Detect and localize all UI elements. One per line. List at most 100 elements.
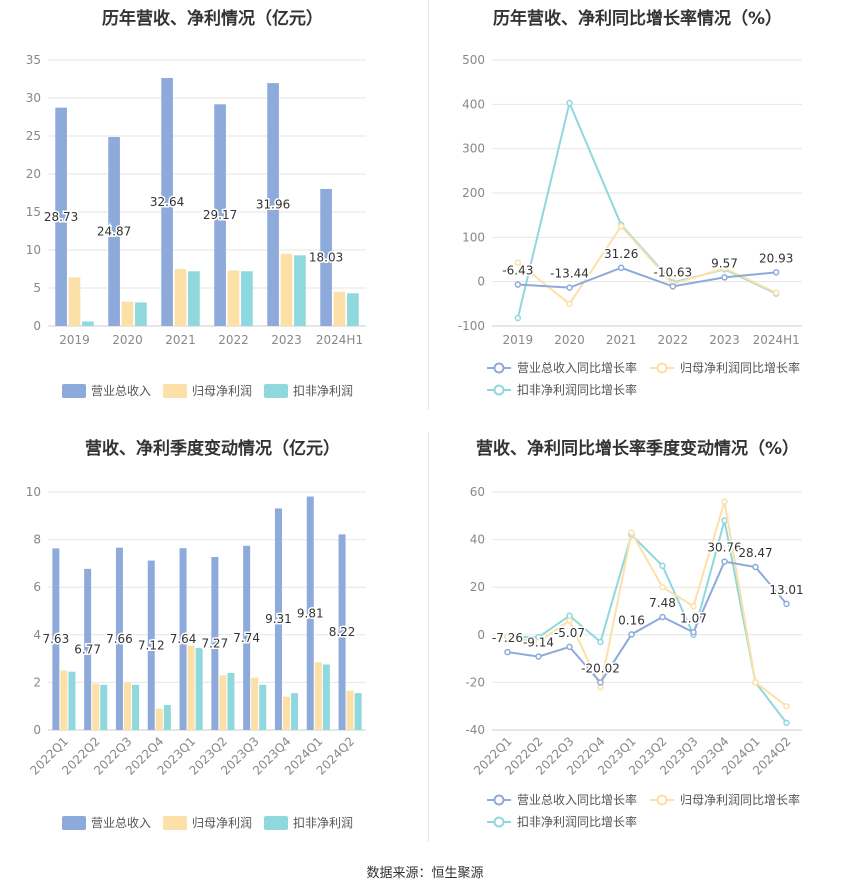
y-tick-label: 20 [470,580,485,594]
data-label: 9.81 [297,606,324,620]
data-point [752,679,759,686]
data-label: 7.12 [138,638,165,652]
data-point [617,223,625,230]
data-point [504,648,511,656]
bar [251,677,259,730]
divider-top [428,0,429,410]
data-label: 29.17 [203,208,237,222]
y-tick-label: 4 [33,628,41,642]
bar [227,672,235,730]
bar [163,705,171,730]
bar [55,107,67,326]
chart-title: 营收、净利同比增长率季度变动情况（%） [475,439,800,459]
series-line [507,560,788,685]
bar [115,547,123,730]
annual-growth-chart: -100 0 100 200 300 400 500 2019 2020 2021 2022 2023… [458,53,802,397]
bar [283,696,290,730]
y-tick-label: 60 [470,485,485,499]
y-tick-label: 15 [26,205,41,219]
chart-panel-quarterly-growth: 营收、净利同比增长率季度变动情况（%） -40 -20 0 20 40 60 2022Q1 2… [425,432,850,842]
data-point [566,617,573,624]
data-label: 7.64 [170,632,197,646]
data-label: 7.66 [106,632,133,646]
chart-panel-annual-revenue: 历年营收、净利情况（亿元） 0 5 10 15 20 25 30 35 2019 2020 2021… [0,0,425,410]
legend-marker [62,384,86,398]
bar [68,277,81,326]
y-tick-label: 6 [33,580,41,594]
legend-label: 归母净利润 [192,816,252,830]
data-point [659,613,666,621]
y-tick-label: 20 [26,167,41,181]
data-label: -13.44 [550,267,589,281]
y-tick-label: 200 [462,186,485,200]
data-label: 24.87 [97,224,131,238]
data-point [628,631,635,638]
x-tick-label: 2023 [709,333,740,347]
chart-title: 历年营收、净利同比增长率情况（%） [492,9,783,29]
bar [124,682,131,730]
bar [100,684,108,730]
legend-marker [264,384,288,398]
data-point [659,562,666,570]
data-point [772,289,780,296]
bar [84,568,92,730]
legend-marker [493,816,505,828]
y-tick-label: 0 [33,723,41,737]
legend-label: 营业总收入同比增长率 [517,792,637,807]
x-tick-label: 2021 [606,333,637,347]
data-label: 20.93 [759,251,793,265]
bar [52,548,60,730]
legend-label: 归母净利润 [192,384,252,398]
bar [92,683,100,730]
y-tick-label: 0 [477,628,485,642]
data-point [514,259,522,266]
data-point [514,281,522,288]
y-tick-label: 10 [26,243,41,257]
legend-marker [493,794,505,806]
legend-label: 扣非净利润 [293,816,353,830]
bar [174,269,187,326]
bar [147,560,155,730]
y-tick-label: 8 [33,533,41,547]
data-label: -9.14 [523,636,554,650]
bar [155,708,163,730]
y-tick-label: 300 [462,142,485,156]
legend-label: 扣非净利润同比增长率 [517,382,637,397]
data-label: 9.31 [265,612,292,626]
y-tick-label: 0 [33,319,41,333]
y-tick-label: 30 [26,91,41,105]
data-label: -6.43 [502,264,533,278]
data-point [566,300,573,308]
y-tick-label: -20 [465,675,485,689]
data-point [752,563,759,571]
data-point [721,265,728,272]
legend-marker [264,816,288,830]
data-point [566,643,573,651]
bar [161,77,173,326]
bar [354,693,362,730]
data-point [721,517,728,524]
data-point [721,558,728,565]
legend-marker [62,816,86,830]
legend-marker [493,384,505,396]
x-tick-label: 2019 [503,333,534,347]
legend-label: 营业总收入 [91,384,151,398]
x-tick-label: 2023 [271,333,302,347]
series-line [517,224,777,306]
bar [132,684,140,730]
x-tick-label: 2024H1 [753,333,800,347]
chart-panel-quarterly-revenue: 营收、净利季度变动情况（亿元） 0 2 4 6 8 10 2022Q1 2022Q2 2022Q… [0,432,425,842]
data-point [690,602,697,610]
quarterly-growth-chart: -40-2002040602022Q12022Q22022Q32022Q4202… [465,485,805,829]
legend-marker [163,384,187,398]
chart-title: 历年营收、净利情况（亿元） [102,9,323,29]
data-point [690,629,697,636]
data-point [617,264,625,272]
data-label: 8.22 [329,625,356,639]
y-tick-label: -40 [465,723,485,737]
data-point [597,638,604,646]
data-label: 7.63 [42,632,69,646]
data-point [566,99,573,107]
data-label: 0.16 [618,613,645,627]
chart-panel-annual-growth: 历年营收、净利同比增长率情况（%） -100 0 100 200 300 400 500 20… [425,0,850,410]
